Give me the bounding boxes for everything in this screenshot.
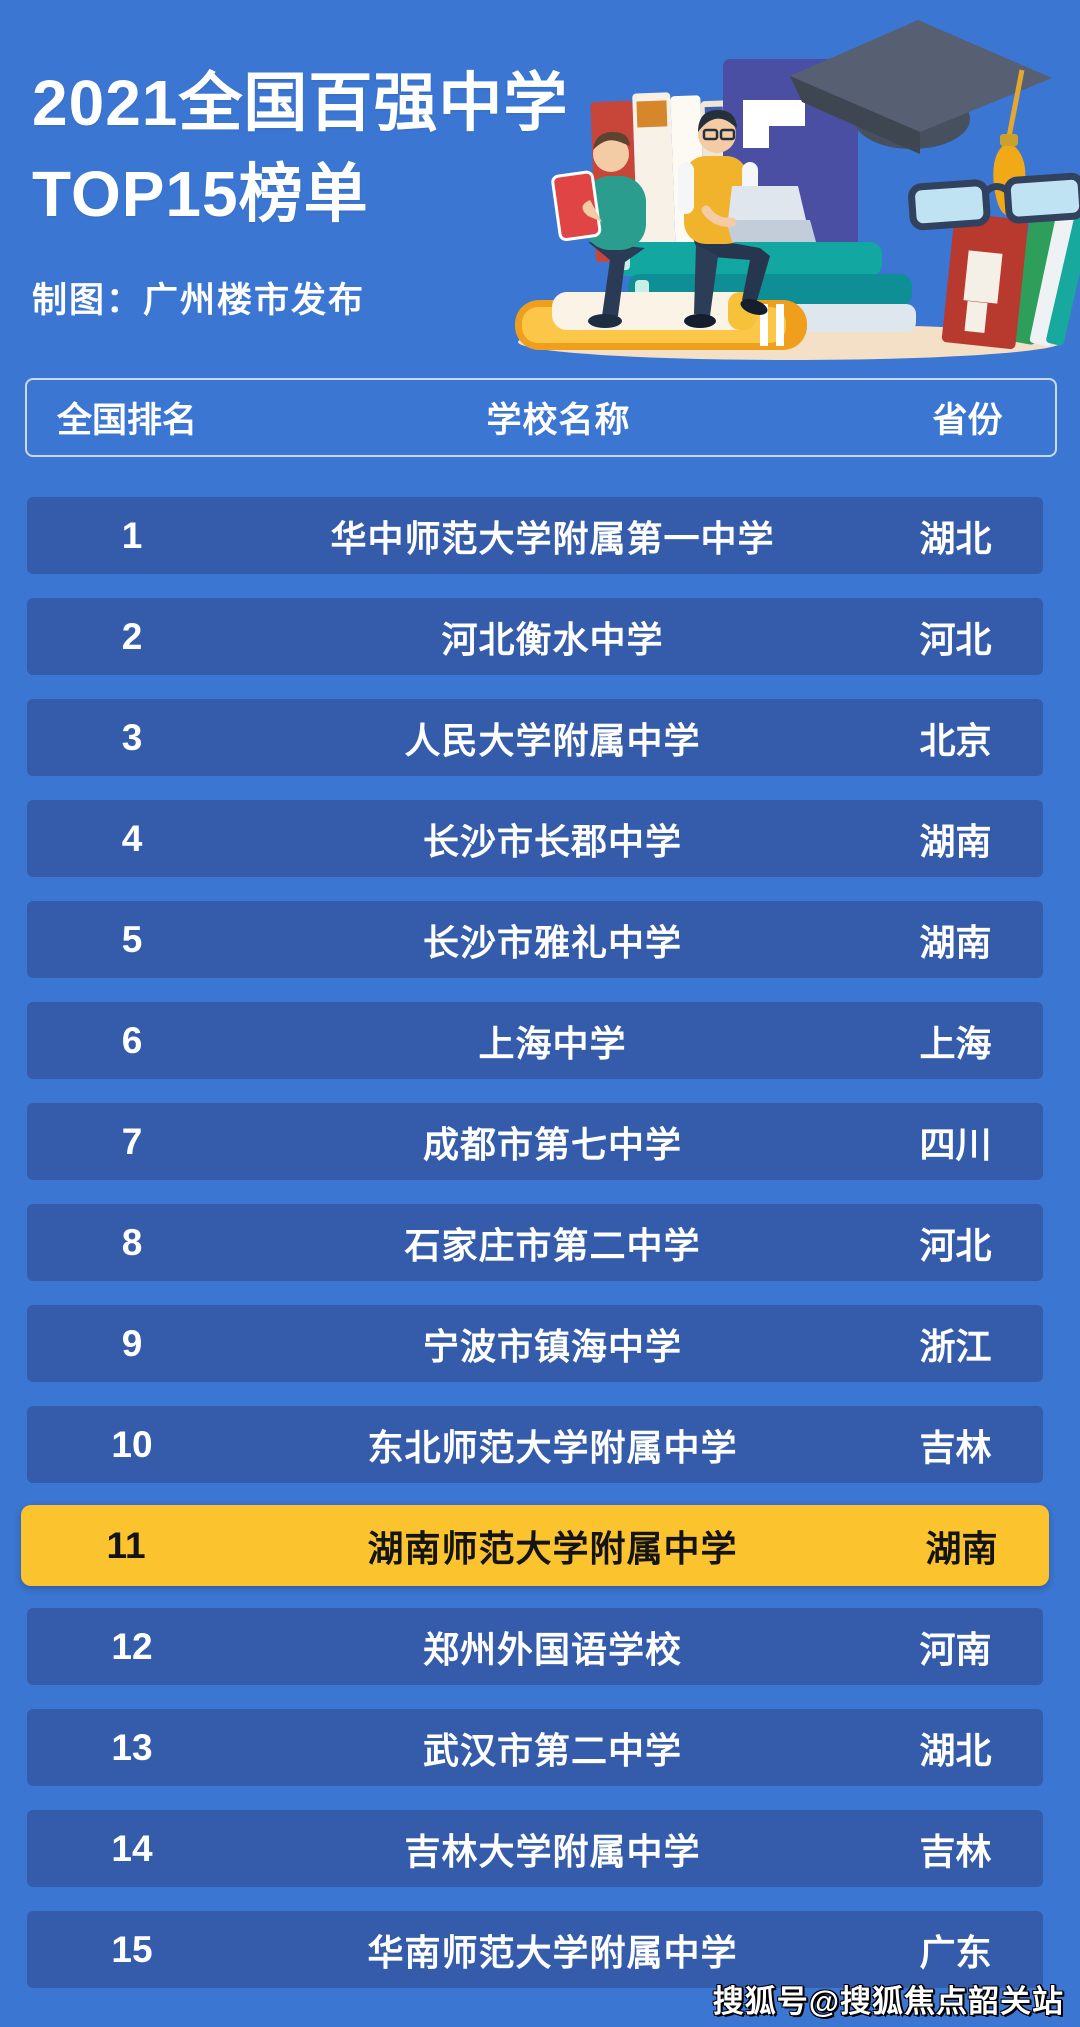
school-cell: 河北衡水中学 <box>441 618 664 660</box>
school-cell: 人民大学附属中学 <box>404 719 701 761</box>
school-cell: 华南师范大学附属中学 <box>367 1931 738 1973</box>
rank-cell: 8 <box>121 1221 143 1263</box>
school-cell: 石家庄市第二中学 <box>404 1224 701 1266</box>
ranking-table: 1 华中师范大学附属第一中学 湖北 2 河北衡水中学 河北 3 人民大学附属中学… <box>21 497 1049 2012</box>
province-cell: 湖南 <box>925 1527 998 1569</box>
table-row: 6 上海中学 上海 <box>27 1002 1043 1079</box>
page-title: 2021全国百强中学 TOP15榜单 <box>32 58 568 240</box>
title-line-2: TOP15榜单 <box>32 157 369 230</box>
laptop-student-icon <box>678 110 816 328</box>
school-cell: 吉林大学附属中学 <box>404 1830 701 1872</box>
table-row: 5 长沙市雅礼中学 湖南 <box>27 901 1043 978</box>
glasses-icon <box>908 172 1080 231</box>
province-cell: 湖北 <box>919 1729 992 1771</box>
rank-cell: 10 <box>111 1423 153 1465</box>
table-row-highlighted: 11 湖南师范大学附属中学 湖南 <box>21 1505 1049 1586</box>
province-cell: 湖北 <box>919 517 992 559</box>
table-header: 全国排名 学校名称 省份 <box>25 378 1057 457</box>
table-row: 13 武汉市第二中学 湖北 <box>27 1709 1043 1786</box>
table-row: 14 吉林大学附属中学 吉林 <box>27 1810 1043 1887</box>
table-row: 1 华中师范大学附属第一中学 湖北 <box>27 497 1043 574</box>
subtitle-credit: 制图：广州楼市发布 <box>32 281 366 320</box>
rank-cell: 2 <box>121 615 143 657</box>
school-cell: 东北师范大学附属中学 <box>367 1426 738 1468</box>
school-cell: 成都市第七中学 <box>422 1123 682 1165</box>
province-cell: 上海 <box>919 1022 992 1064</box>
school-cell: 郑州外国语学校 <box>422 1628 682 1670</box>
rank-cell: 4 <box>121 817 143 859</box>
header-rank: 全国排名 <box>57 401 198 440</box>
table-row: 3 人民大学附属中学 北京 <box>27 699 1043 776</box>
rank-cell: 11 <box>106 1524 146 1566</box>
rank-cell: 15 <box>111 1928 153 1970</box>
header-province: 省份 <box>932 401 1003 440</box>
rank-cell: 13 <box>111 1726 153 1768</box>
province-cell: 河南 <box>919 1628 992 1670</box>
province-cell: 湖南 <box>919 820 992 862</box>
table-row: 9 宁波市镇海中学 浙江 <box>27 1305 1043 1382</box>
books-illustration <box>460 4 1080 366</box>
table-row: 10 东北师范大学附属中学 吉林 <box>27 1406 1043 1483</box>
cream-book-icon <box>552 292 756 330</box>
province-cell: 北京 <box>919 719 992 761</box>
province-cell: 四川 <box>919 1123 992 1165</box>
header-school: 学校名称 <box>486 401 631 440</box>
school-cell: 长沙市长郡中学 <box>422 820 682 862</box>
rank-cell: 14 <box>111 1827 153 1869</box>
province-cell: 吉林 <box>919 1426 992 1468</box>
province-cell: 浙江 <box>919 1325 992 1367</box>
rank-cell: 1 <box>121 514 143 556</box>
watermark-sohu: 搜狐号@搜狐焦点韶关站 <box>712 1984 1064 2019</box>
title-line-1: 2021全国百强中学 <box>32 67 569 139</box>
school-cell: 长沙市雅礼中学 <box>422 921 682 963</box>
books-illustration-svg <box>515 20 1080 360</box>
table-row: 8 石家庄市第二中学 河北 <box>27 1204 1043 1281</box>
rank-cell: 12 <box>111 1625 153 1667</box>
school-cell: 湖南师范大学附属中学 <box>367 1527 738 1569</box>
table-row: 4 长沙市长郡中学 湖南 <box>27 800 1043 877</box>
rank-cell: 3 <box>121 716 143 758</box>
province-cell: 广东 <box>919 1931 992 1973</box>
table-row: 7 成都市第七中学 四川 <box>27 1103 1043 1180</box>
table-row: 15 华南师范大学附属中学 广东 <box>27 1911 1043 1988</box>
school-cell: 华中师范大学附属第一中学 <box>330 517 775 559</box>
rank-cell: 6 <box>121 1019 143 1061</box>
province-cell: 吉林 <box>919 1830 992 1872</box>
rank-cell: 9 <box>121 1322 143 1364</box>
school-cell: 上海中学 <box>478 1022 627 1064</box>
leaning-books-icon <box>941 209 1080 350</box>
rank-cell: 7 <box>121 1120 143 1162</box>
province-cell: 湖南 <box>919 921 992 963</box>
rank-cell: 5 <box>121 918 143 960</box>
school-cell: 宁波市镇海中学 <box>422 1325 682 1367</box>
reading-student-icon <box>551 132 646 328</box>
table-row: 2 河北衡水中学 河北 <box>27 598 1043 675</box>
province-cell: 河北 <box>919 618 992 660</box>
school-cell: 武汉市第二中学 <box>422 1729 682 1771</box>
province-cell: 河北 <box>919 1224 992 1266</box>
table-row: 12 郑州外国语学校 河南 <box>27 1608 1043 1685</box>
